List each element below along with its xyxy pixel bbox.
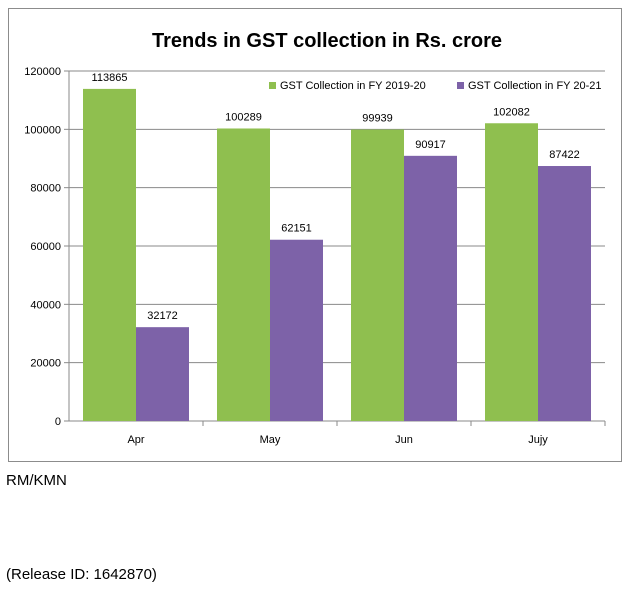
legend-label-1: GST Collection in FY 2019-20 [280,80,426,92]
chart-frame: Trends in GST collection in Rs. crore 0 2… [8,8,622,462]
data-label: 113865 [92,72,128,84]
chart-title: Trends in GST collection in Rs. crore [152,30,502,52]
y-tick-label: 0 [55,416,61,428]
data-labels: 113865 32172 100289 62151 99939 90917 102082 87… [92,72,580,322]
bar-jujy-series-1 [485,123,538,421]
bar-apr-series-2 [136,327,189,421]
data-label: 100289 [225,111,262,123]
legend-swatch-1 [269,82,276,89]
legend-swatch-2 [457,82,464,89]
bar-jun-series-1 [351,129,404,421]
data-label: 32172 [147,310,178,322]
legend: GST Collection in FY 2019-20 GST Collecti… [269,80,602,92]
x-tick-label-may: May [260,434,281,446]
y-tick-label: 120000 [24,66,61,78]
footer-initials: RM/KMN [6,472,67,489]
x-tick-label-jujy: Jujy [528,434,548,446]
data-label: 90917 [415,139,446,151]
data-label: 99939 [362,113,393,125]
y-tick-label: 20000 [30,358,61,370]
data-label: 87422 [549,149,580,161]
legend-label-2: GST Collection in FY 20-21 [468,80,602,92]
y-tick-label: 80000 [30,183,61,195]
bars [83,88,591,422]
release-id: (Release ID: 1642870) [6,566,157,583]
gst-bar-chart: Trends in GST collection in Rs. crore 0 2… [24,30,606,446]
y-tick-label: 40000 [30,299,61,311]
y-tick-label: 60000 [30,241,61,253]
x-tick-label-apr: Apr [127,434,144,446]
x-tick-label-jun: Jun [395,434,413,446]
data-label: 102082 [493,106,530,118]
bar-apr-series-1 [83,88,136,422]
data-label: 62151 [281,223,312,235]
bar-jun-series-2 [404,155,457,421]
bar-may-series-2 [270,239,323,421]
bar-may-series-1 [217,128,270,421]
y-tick-label: 100000 [24,124,61,136]
bar-jujy-series-2 [538,166,591,421]
